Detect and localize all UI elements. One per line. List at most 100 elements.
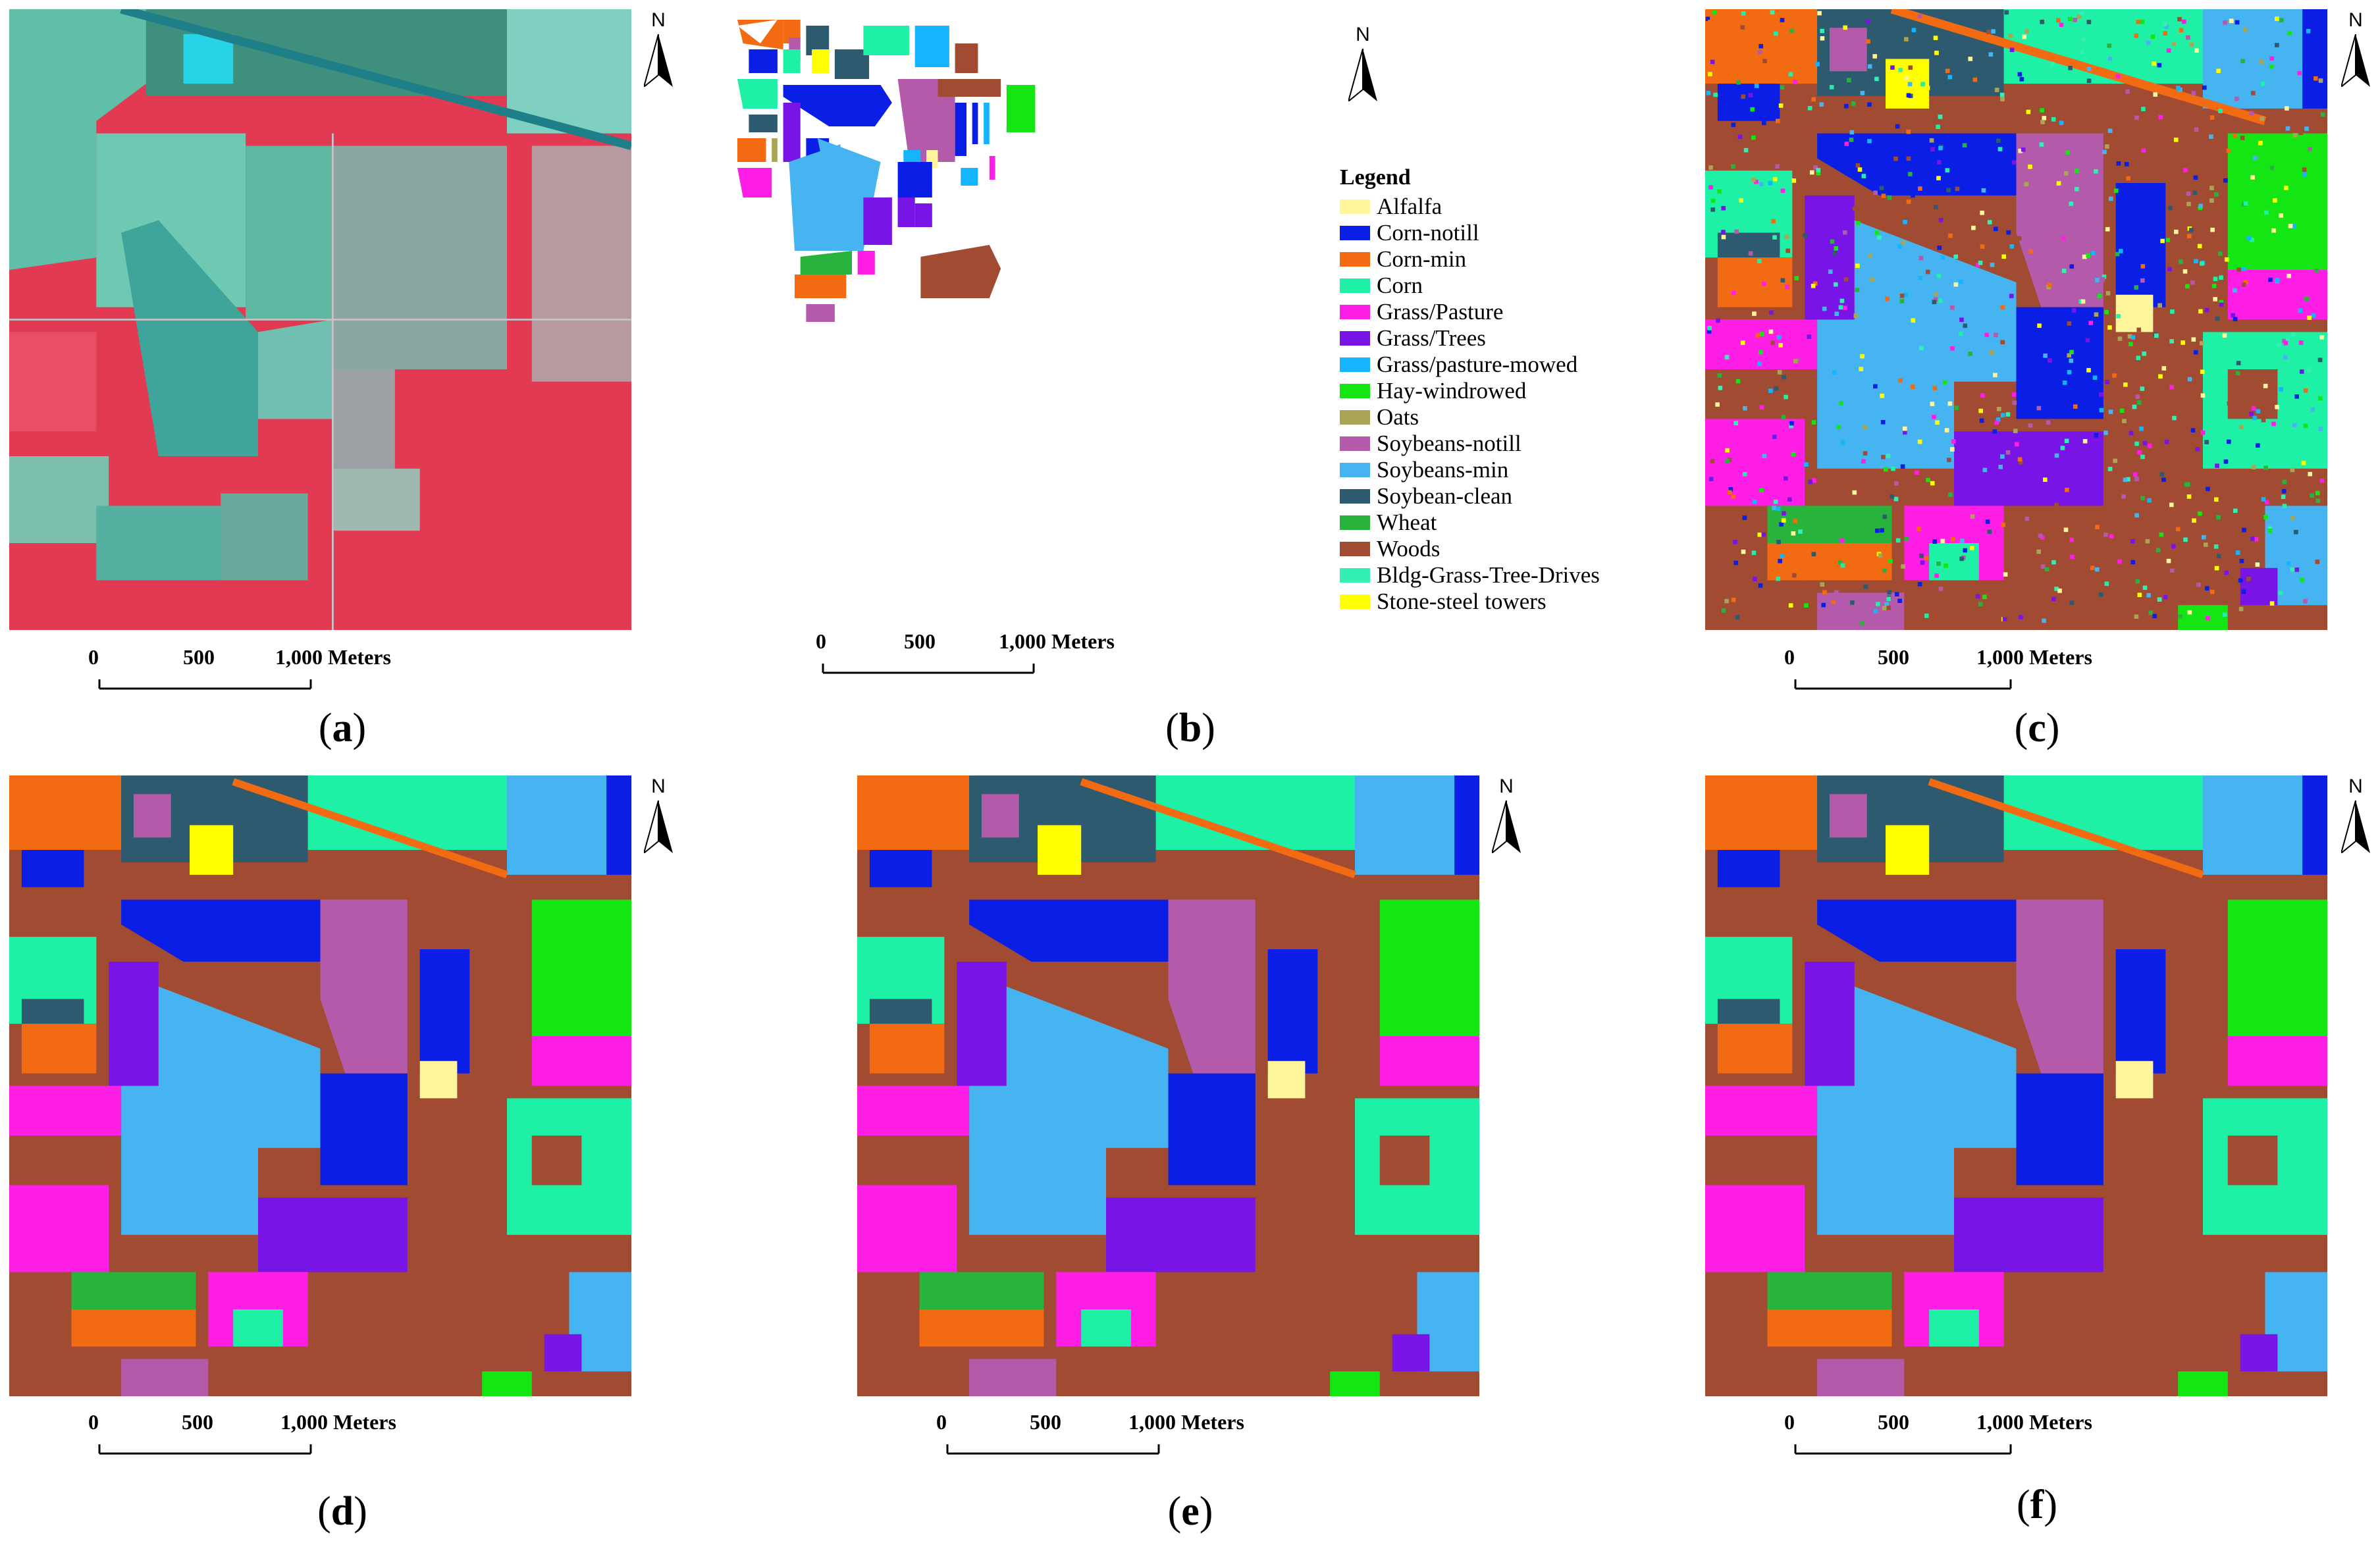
noise-pixel <box>1907 82 1913 87</box>
noise-pixel <box>2241 267 2246 272</box>
noise-pixel <box>2209 115 2215 120</box>
noise-pixel <box>1843 230 1847 235</box>
noise-pixel <box>2294 567 2300 572</box>
noise-pixel <box>2157 303 2162 308</box>
class-region <box>71 1272 196 1309</box>
noise-pixel <box>1888 559 1893 564</box>
noise-pixel <box>1821 602 1826 608</box>
noise-pixel <box>2238 606 2244 612</box>
noise-pixel <box>1718 386 1723 390</box>
noise-pixel <box>2206 616 2210 621</box>
noise-pixel <box>2140 386 2145 391</box>
north-arrow-icon <box>644 34 673 87</box>
noise-pixel <box>1743 406 1747 411</box>
noise-pixel <box>2211 284 2217 288</box>
noise-pixel <box>1735 615 1740 619</box>
noise-pixel <box>1731 122 1736 127</box>
class-region <box>2178 1371 2228 1396</box>
class-region <box>2203 775 2303 875</box>
noise-pixel <box>1741 11 1746 16</box>
noise-pixel <box>2051 117 2056 122</box>
noise-pixel <box>2164 24 2169 30</box>
noise-pixel <box>2250 537 2255 541</box>
noise-pixel <box>1932 415 1936 419</box>
noise-pixel <box>1959 331 1963 336</box>
noise-pixel <box>1721 205 1726 211</box>
noise-pixel <box>2223 459 2229 464</box>
noise-pixel <box>2028 165 2032 169</box>
noise-pixel <box>2172 415 2177 421</box>
class-region <box>9 1086 122 1136</box>
noise-pixel <box>1832 370 1837 375</box>
noise-pixel <box>2137 450 2142 455</box>
scale-mid: 500 <box>182 1410 213 1434</box>
noise-pixel <box>2300 577 2304 583</box>
noise-pixel <box>1708 477 1714 481</box>
noise-pixel <box>2069 537 2075 542</box>
noise-pixel <box>1761 157 1766 162</box>
noise-pixel <box>2171 483 2176 488</box>
noise-pixel <box>1884 467 1888 472</box>
noise-pixel <box>2121 210 2126 215</box>
class-region <box>1355 775 1455 875</box>
noise-pixel <box>2197 244 2202 249</box>
noise-pixel <box>2082 254 2087 259</box>
noise-pixel <box>2215 463 2219 468</box>
noise-pixel <box>1777 334 1782 340</box>
noise-pixel <box>2315 498 2321 503</box>
noise-pixel <box>1895 124 1900 129</box>
noise-pixel <box>2017 72 2023 77</box>
noise-pixel <box>2226 148 2231 153</box>
noise-pixel <box>2160 238 2165 244</box>
scale-end: 1,000 Meters <box>1128 1410 1244 1434</box>
class-region <box>1379 899 1479 1037</box>
noise-pixel <box>1772 379 1778 383</box>
north-arrow-d: N <box>639 775 678 854</box>
noise-pixel <box>1986 30 1991 34</box>
noise-pixel <box>1954 406 1959 410</box>
noise-pixel <box>1901 240 1906 246</box>
noise-pixel <box>2000 97 2005 102</box>
noise-pixel <box>1936 176 1941 180</box>
noise-pixel <box>2124 162 2129 167</box>
legend-label: Corn-min <box>1377 246 1467 272</box>
noise-pixel <box>2018 459 2023 465</box>
north-arrow-c: N <box>2336 9 2375 88</box>
noise-pixel <box>1881 454 1886 459</box>
legend-swatch <box>1340 542 1370 556</box>
class-region <box>2178 605 2228 630</box>
noise-pixel <box>1920 82 1925 87</box>
noise-pixel <box>2095 567 2100 572</box>
noise-pixel <box>1903 219 1907 224</box>
class-region <box>1267 949 1318 1074</box>
noise-pixel <box>2219 275 2223 280</box>
legend-item: Woods <box>1340 536 1708 562</box>
noise-pixel <box>1873 190 1878 196</box>
noise-pixel <box>1963 548 1968 553</box>
noise-pixel <box>1777 370 1782 375</box>
noise-pixel <box>1831 600 1836 604</box>
noise-pixel <box>1742 515 1747 520</box>
noise-pixel <box>1998 464 2003 469</box>
noise-pixel <box>1787 565 1792 571</box>
noise-pixel <box>2308 471 2313 477</box>
noise-pixel <box>2109 534 2114 539</box>
north-label: N <box>651 9 666 31</box>
noise-pixel <box>2086 253 2091 258</box>
class-region <box>2115 949 2166 1074</box>
noise-pixel <box>2162 22 2167 26</box>
noise-pixel <box>2275 16 2279 21</box>
noise-pixel <box>2290 332 2296 337</box>
noise-pixel <box>1853 313 1859 319</box>
noise-pixel <box>2231 313 2235 318</box>
noise-pixel <box>2107 56 2113 61</box>
north-label: N <box>2348 9 2363 31</box>
noise-pixel <box>2282 479 2287 485</box>
noise-pixel <box>2252 415 2258 421</box>
noise-pixel <box>1987 220 1992 224</box>
noise-pixel <box>1919 553 1924 558</box>
noise-pixel <box>1917 439 1922 444</box>
noise-pixel <box>2035 261 2040 266</box>
noise-pixel <box>2092 375 2098 380</box>
noise-pixel <box>2163 594 2168 600</box>
